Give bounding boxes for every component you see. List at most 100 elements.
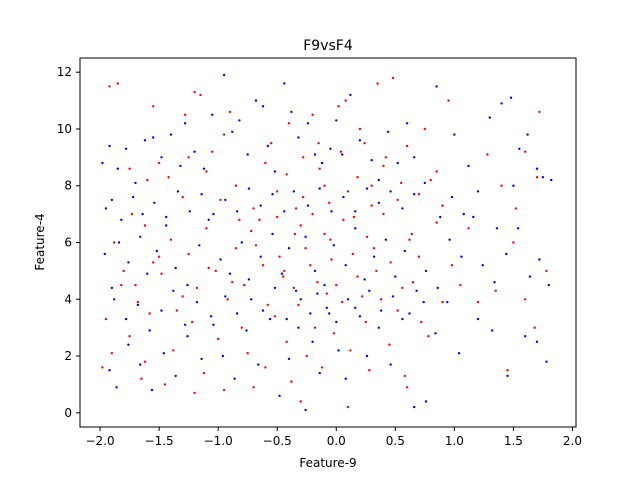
data-point-series-0 [285, 173, 288, 176]
data-point-series-1 [108, 144, 111, 148]
data-point-series-0 [160, 272, 163, 275]
data-point-series-0 [401, 286, 404, 290]
data-point-series-1 [358, 139, 362, 142]
data-point-series-0 [328, 201, 331, 204]
data-point-series-1 [134, 181, 137, 185]
data-point-series-0 [140, 377, 143, 380]
data-point-series-0 [101, 366, 104, 369]
data-point-series-0 [183, 113, 187, 117]
data-point-series-0 [167, 176, 170, 179]
data-point-series-1 [117, 241, 121, 244]
data-point-series-0 [500, 184, 503, 187]
data-point-series-1 [104, 207, 108, 210]
data-point-series-1 [247, 278, 251, 281]
data-point-series-1 [245, 329, 248, 332]
data-point-series-1 [165, 224, 168, 227]
data-point-series-0 [316, 281, 319, 284]
data-point-series-1 [273, 170, 277, 173]
data-point-series-1 [462, 212, 465, 216]
data-point-series-1 [488, 116, 491, 119]
data-point-series-0 [384, 156, 388, 159]
data-point-series-1 [280, 272, 284, 275]
data-point-series-1 [535, 167, 539, 170]
data-point-series-0 [411, 281, 415, 284]
data-point-series-0 [361, 295, 364, 298]
data-point-series-1 [328, 312, 331, 315]
data-point-series-0 [243, 283, 246, 287]
data-point-series-0 [175, 309, 178, 312]
data-point-series-1 [285, 317, 288, 321]
data-point-series-0 [276, 190, 279, 193]
data-point-series-0 [222, 388, 226, 392]
data-point-series-1 [108, 369, 111, 372]
chart-title: F9vsF4 [303, 38, 353, 54]
data-point-series-1 [287, 247, 291, 250]
data-point-series-0 [217, 337, 220, 341]
data-point-series-0 [375, 269, 378, 273]
data-point-series-1 [266, 144, 269, 148]
data-point-series-0 [524, 298, 527, 301]
data-point-series-1 [257, 363, 260, 366]
data-point-series-1 [283, 210, 286, 213]
data-point-series-1 [294, 289, 298, 292]
data-point-series-0 [304, 247, 307, 250]
data-point-series-0 [382, 164, 385, 168]
data-point-series-1 [550, 178, 553, 182]
data-point-series-1 [195, 300, 199, 304]
data-point-series-0 [389, 261, 392, 264]
data-point-series-1 [516, 227, 520, 230]
data-point-series-1 [224, 295, 227, 298]
data-point-series-1 [169, 133, 173, 136]
data-point-series-1 [101, 161, 104, 165]
data-point-series-0 [281, 275, 285, 278]
data-point-series-1 [389, 363, 392, 366]
data-point-series-1 [495, 227, 499, 230]
data-point-series-0 [302, 195, 305, 199]
data-point-series-1 [481, 264, 484, 267]
data-point-series-0 [368, 369, 371, 372]
data-point-series-0 [320, 366, 324, 369]
data-point-series-0 [116, 82, 120, 85]
data-point-series-1 [183, 323, 187, 326]
data-point-series-1 [436, 286, 439, 290]
data-point-series-0 [363, 142, 366, 145]
data-point-series-0 [222, 133, 226, 136]
data-point-series-1 [358, 315, 362, 318]
data-point-series-1 [250, 298, 253, 301]
data-point-series-0 [130, 212, 134, 216]
data-point-series-1 [209, 315, 213, 318]
data-point-series-0 [396, 309, 399, 312]
data-point-series-1 [139, 235, 142, 238]
data-point-series-1 [341, 153, 344, 156]
data-point-series-1 [176, 190, 180, 193]
data-point-series-0 [120, 283, 123, 287]
data-point-series-0 [293, 232, 297, 236]
data-point-series-1 [493, 281, 496, 284]
data-point-series-1 [316, 292, 319, 295]
data-point-series-0 [290, 380, 293, 383]
data-point-series-0 [187, 252, 190, 256]
data-point-series-1 [318, 371, 321, 375]
data-point-series-0 [283, 269, 286, 273]
data-point-series-0 [382, 212, 385, 216]
data-point-series-1 [188, 210, 191, 213]
x-tick-label: −1.5 [145, 434, 174, 448]
data-point-series-0 [199, 93, 202, 97]
data-point-series-1 [422, 300, 425, 304]
data-point-series-1 [299, 298, 302, 301]
x-tick-label: −1.0 [204, 434, 233, 448]
data-point-series-0 [450, 264, 454, 267]
data-point-series-0 [299, 400, 302, 403]
data-point-series-0 [486, 153, 489, 156]
data-point-series-1 [405, 122, 409, 125]
data-point-series-1 [365, 187, 369, 190]
data-point-series-0 [410, 232, 413, 236]
data-point-series-0 [358, 127, 362, 131]
data-point-series-0 [337, 105, 340, 108]
data-point-series-1 [476, 190, 480, 193]
data-point-series-0 [376, 82, 379, 85]
data-point-series-0 [254, 244, 258, 247]
data-point-series-0 [146, 178, 149, 182]
data-point-series-1 [335, 320, 338, 324]
data-point-series-0 [152, 105, 155, 108]
